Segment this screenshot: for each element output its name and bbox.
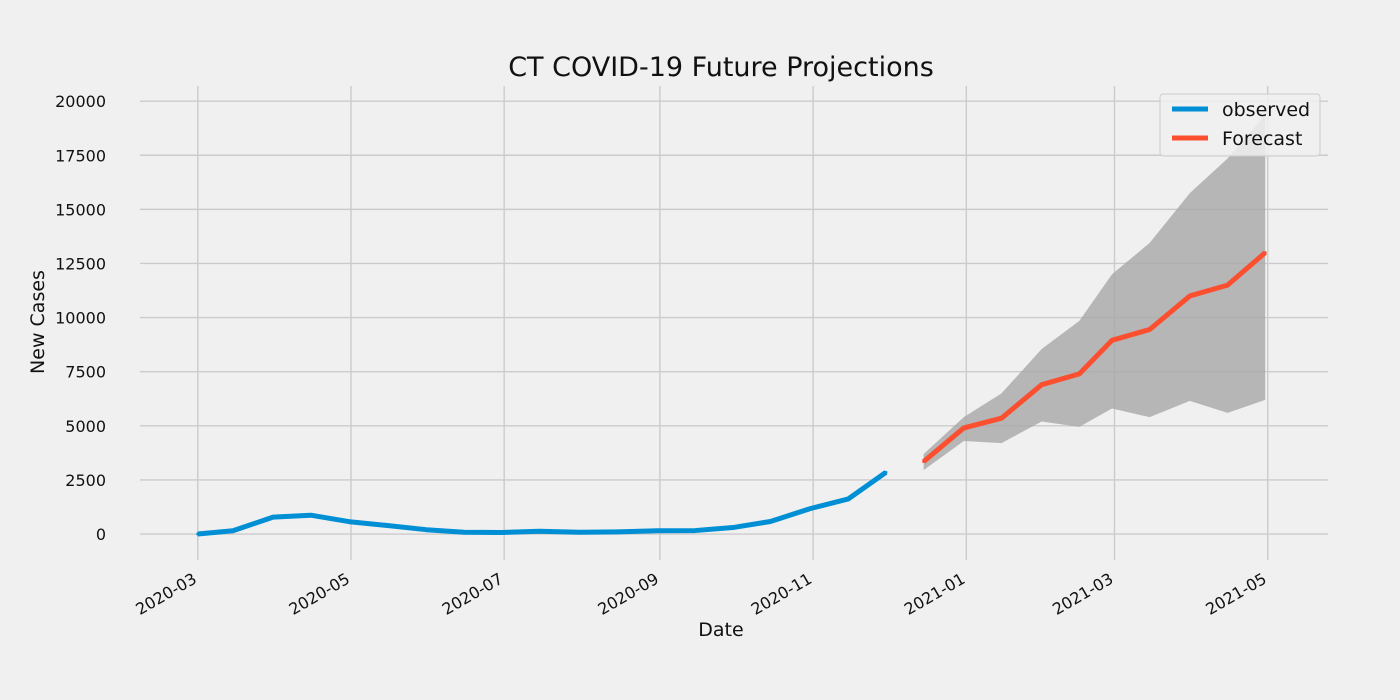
y-tick-label: 2500 xyxy=(65,471,106,490)
y-tick-label: 7500 xyxy=(65,363,106,382)
forecast-point xyxy=(999,416,1003,420)
observed-point xyxy=(500,531,504,535)
observed-point xyxy=(693,529,697,533)
y-axis-label: New Cases xyxy=(27,270,49,374)
forecast-point xyxy=(1040,383,1044,387)
confidence-band-layer xyxy=(923,115,1266,471)
legend-observed-label: observed xyxy=(1222,99,1310,121)
forecast-point xyxy=(1226,283,1230,287)
legend: observed Forecast xyxy=(1159,93,1321,157)
observed-point xyxy=(615,530,619,534)
observed-point xyxy=(768,519,772,523)
observed-point xyxy=(731,526,735,530)
observed-point xyxy=(655,529,659,533)
y-tick-label: 5000 xyxy=(65,417,106,436)
forecast-point xyxy=(1077,372,1081,376)
observed-point xyxy=(809,506,813,510)
y-tick-label: 12500 xyxy=(55,254,106,273)
forecast-point xyxy=(962,426,966,430)
y-tick-label: 10000 xyxy=(55,309,106,328)
observed-point xyxy=(231,529,235,533)
observed-point xyxy=(846,497,850,501)
forecast-point xyxy=(1263,251,1267,255)
y-tick-label: 15000 xyxy=(55,200,106,219)
forecast-point xyxy=(1188,294,1192,298)
forecast-line xyxy=(922,250,1267,464)
observed-point xyxy=(537,529,541,533)
series-layer xyxy=(196,250,1267,537)
observed-point xyxy=(578,530,582,534)
forecast-point xyxy=(922,460,926,464)
y-tick-label: 0 xyxy=(96,525,106,544)
observed-point xyxy=(462,530,466,534)
y-tick-labels: 0 2500 5000 7500 10000 12500 15000 17500 20000 xyxy=(55,92,106,544)
observed-point xyxy=(384,523,388,527)
observed-point xyxy=(271,515,275,519)
x-axis-label: Date xyxy=(698,619,743,641)
legend-forecast-label: Forecast xyxy=(1222,128,1302,150)
forecast-confidence-band xyxy=(923,115,1266,471)
y-tick-label: 20000 xyxy=(55,92,106,111)
forecast-point xyxy=(1148,327,1152,331)
observed-point xyxy=(349,520,353,524)
observed-point xyxy=(196,532,200,536)
y-tick-label: 17500 xyxy=(55,146,106,165)
observed-point xyxy=(884,470,888,474)
chart-title: CT COVID-19 Future Projections xyxy=(508,52,934,83)
observed-point xyxy=(309,513,313,517)
grid xyxy=(140,86,1328,560)
observed-point xyxy=(424,528,428,532)
forecast-point xyxy=(1110,338,1114,342)
